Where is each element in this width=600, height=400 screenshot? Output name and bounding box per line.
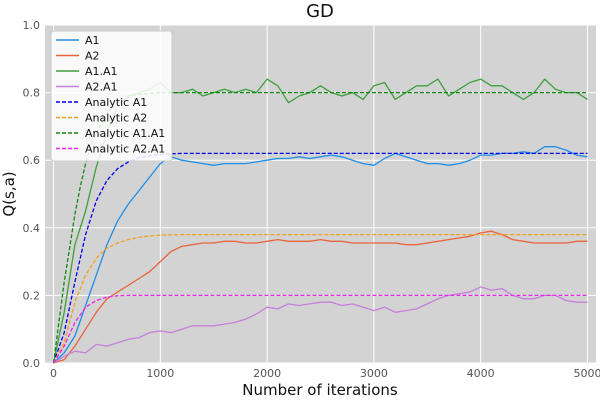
legend-box <box>50 30 173 162</box>
legend-label: A1 <box>85 34 100 47</box>
legend-label: A2 <box>85 50 100 63</box>
legend-label: A1.A1 <box>85 65 118 78</box>
series-line-analytic-a2 <box>52 233 588 364</box>
legend-label: Analytic A1.A1 <box>85 127 165 140</box>
chart-title: GD <box>306 1 334 22</box>
series-line-a2 <box>53 230 588 364</box>
y-tick-label: 0.4 <box>23 222 41 235</box>
series-line-analytic-a2-a1 <box>52 294 588 364</box>
y-tick-label: 1.0 <box>23 19 41 32</box>
series-line-a2-a1 <box>53 286 588 364</box>
x-tick-label: 2000 <box>253 367 281 380</box>
x-tick-label: 0 <box>50 367 57 380</box>
x-tick-label: 1000 <box>146 367 174 380</box>
series-layer <box>52 78 588 364</box>
legend: A1 A2 A1.A1 A2.A1 Analytic A1 Analytic A2 Anal… <box>50 30 173 162</box>
y-ticks: 0.0 0.2 0.4 0.6 0.8 1.0 <box>23 19 41 370</box>
x-ticks: 0 1000 2000 3000 4000 5000 <box>50 367 600 380</box>
y-tick-label: 0.2 <box>23 289 41 302</box>
y-axis-label: Q(s,a) <box>0 171 18 216</box>
x-tick-label: 4000 <box>467 367 495 380</box>
y-tick-label: 0.8 <box>23 87 41 100</box>
x-axis-label: Number of iterations <box>242 381 398 399</box>
series-line-analytic-a1-a1 <box>52 91 588 364</box>
legend-label: Analytic A2.A1 <box>85 143 165 156</box>
legend-label: Analytic A2 <box>85 112 147 125</box>
x-tick-label: 3000 <box>360 367 388 380</box>
x-tick-label: 5000 <box>573 367 600 380</box>
y-tick-label: 0.6 <box>23 154 41 167</box>
y-tick-label: 0.0 <box>23 357 41 370</box>
legend-label: Analytic A1 <box>85 96 147 109</box>
legend-label: A2.A1 <box>85 81 118 94</box>
